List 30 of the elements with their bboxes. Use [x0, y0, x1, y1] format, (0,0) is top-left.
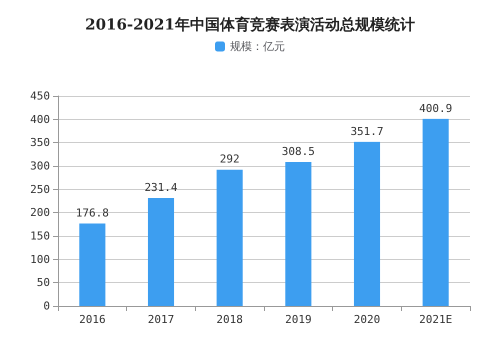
- bar: [216, 170, 243, 306]
- data-label: 231.4: [144, 181, 178, 194]
- data-label: 292: [220, 152, 240, 166]
- data-label: 308.5: [282, 145, 315, 158]
- y-tick-label: 250: [30, 182, 50, 196]
- x-tick-label: 2019: [285, 313, 312, 326]
- bar: [148, 198, 174, 306]
- data-label: 400.9: [419, 102, 452, 115]
- y-tick-label: 100: [30, 252, 50, 266]
- y-tick-label: 350: [30, 136, 50, 150]
- legend-label: 规模：亿元: [230, 40, 285, 53]
- bar: [422, 118, 449, 306]
- x-tick-label: 2021E: [419, 313, 452, 326]
- bar: [285, 162, 312, 306]
- x-tick-label: 2018: [216, 313, 243, 326]
- y-tick-label: 50: [36, 276, 50, 290]
- chart-title: 2016-2021年中国体育竞赛表演活动总规模统计: [85, 16, 415, 34]
- data-label: 351.7: [350, 124, 384, 138]
- x-tick-label: 2020: [354, 313, 380, 326]
- y-tick-label: 300: [30, 160, 50, 172]
- bar: [79, 223, 106, 306]
- y-tick-label: 200: [30, 206, 50, 220]
- y-tick-label: 0: [43, 300, 50, 312]
- y-tick-label: 150: [30, 230, 50, 242]
- bar: [354, 142, 380, 306]
- x-tick-label: 2017: [148, 313, 174, 326]
- x-tick-label: 2016: [79, 313, 106, 326]
- y-tick-label: 400: [30, 112, 50, 126]
- data-label: 176.8: [76, 206, 109, 220]
- y-tick-label: 450: [30, 90, 50, 102]
